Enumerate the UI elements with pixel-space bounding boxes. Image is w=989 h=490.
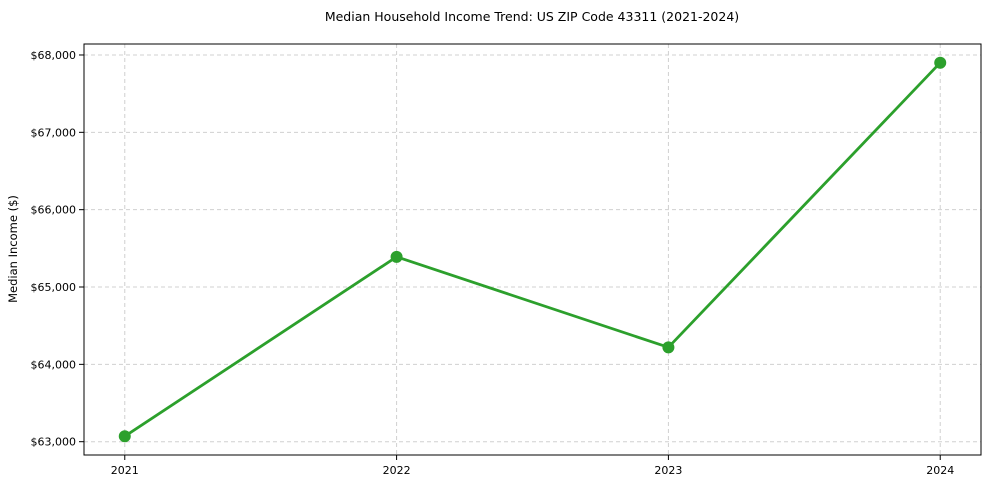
chart-title: Median Household Income Trend: US ZIP Co… <box>325 9 739 24</box>
y-tick-label: $65,000 <box>31 281 77 294</box>
y-tick-label: $67,000 <box>31 126 77 139</box>
y-tick-label: $66,000 <box>31 204 77 217</box>
series-line <box>123 61 942 438</box>
y-tick-label: $64,000 <box>31 358 77 371</box>
data-point <box>118 430 131 443</box>
grid-layer <box>84 44 981 455</box>
data-point <box>662 341 675 354</box>
y-axis-label: Median Income ($) <box>6 195 20 303</box>
x-tick-label: 2023 <box>654 464 682 477</box>
y-tick-label: $68,000 <box>31 49 77 62</box>
x-tick-label: 2024 <box>926 464 954 477</box>
y-tick-label: $63,000 <box>31 436 77 449</box>
axis-tick-layer: $63,000 $64,000 $65,000 $66,000 $67,000 $68,0… <box>31 49 955 477</box>
series-layer <box>118 56 947 443</box>
x-tick-label: 2021 <box>111 464 139 477</box>
data-point <box>390 250 403 263</box>
data-point <box>934 56 947 69</box>
plot-frame <box>83 43 982 456</box>
x-tick-label: 2022 <box>383 464 411 477</box>
